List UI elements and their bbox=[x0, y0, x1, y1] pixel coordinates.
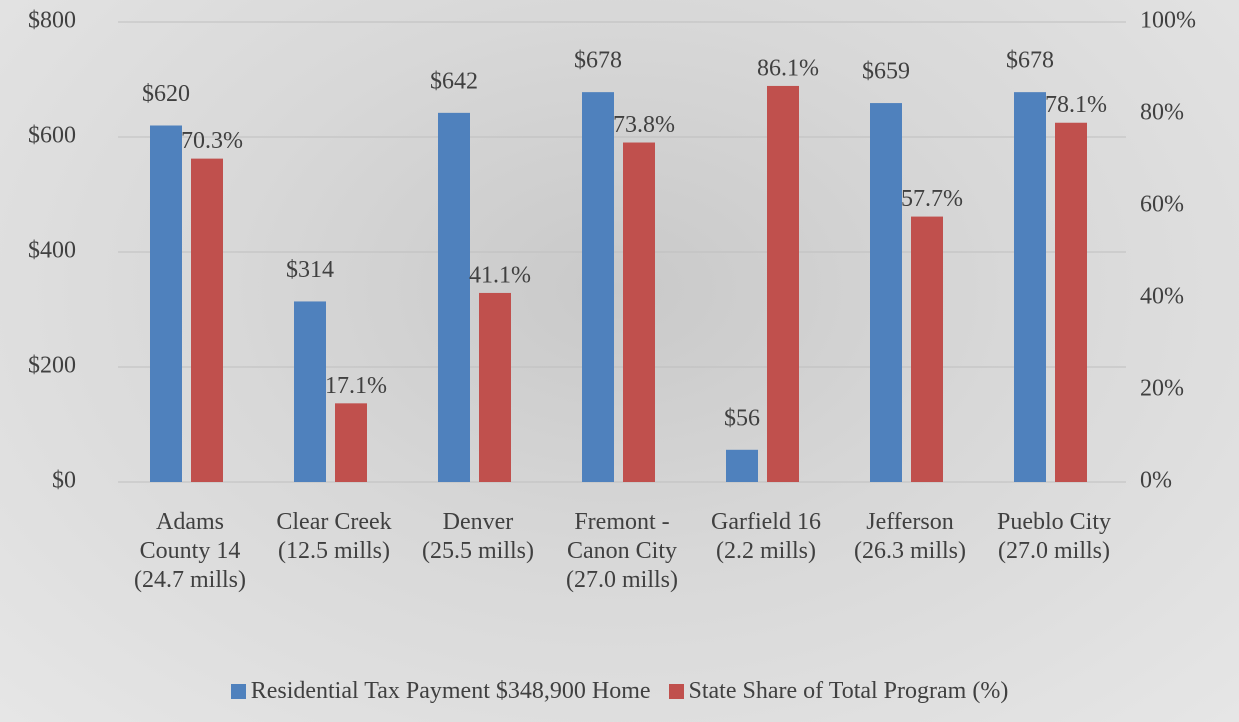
x-tick-label: Fremont - Canon City (27.0 mills) bbox=[566, 509, 678, 593]
data-label: $659 bbox=[862, 59, 910, 85]
x-tick-label: Clear Creek (12.5 mills) bbox=[276, 509, 392, 564]
y-tick-label: $400 bbox=[28, 238, 76, 264]
legend: Residential Tax Payment $348,900 Home Sta… bbox=[0, 678, 1239, 705]
bar bbox=[479, 292, 511, 482]
y2-tick-label: 100% bbox=[1140, 8, 1196, 34]
data-label: 17.1% bbox=[325, 373, 387, 399]
data-label: $620 bbox=[142, 81, 190, 107]
x-tick-label: Denver (25.5 mills) bbox=[422, 509, 534, 564]
bar bbox=[1055, 122, 1087, 483]
x-tick-label: Adams County 14 (24.7 mills) bbox=[134, 509, 246, 593]
data-label: 41.1% bbox=[469, 262, 531, 288]
legend-item: Residential Tax Payment $348,900 Home bbox=[230, 678, 651, 705]
legend-swatch bbox=[230, 684, 246, 699]
y2-tick-label: 40% bbox=[1140, 284, 1184, 310]
y2-tick-label: 60% bbox=[1140, 192, 1184, 218]
x-tick-label: Jefferson (26.3 mills) bbox=[854, 509, 966, 564]
y-tick-label: $800 bbox=[28, 8, 76, 34]
y2-tick-label: 80% bbox=[1140, 100, 1184, 126]
bar bbox=[582, 92, 614, 483]
data-label: $678 bbox=[574, 48, 622, 74]
y-tick-label: $0 bbox=[52, 468, 76, 494]
legend-swatch bbox=[668, 684, 684, 699]
legend-label: State Share of Total Program (%) bbox=[688, 678, 1009, 704]
y-tick-label: $600 bbox=[28, 123, 76, 149]
data-label: 78.1% bbox=[1045, 92, 1107, 118]
data-label: $314 bbox=[286, 257, 334, 283]
data-label: 73.8% bbox=[613, 112, 675, 138]
data-label: $56 bbox=[724, 405, 760, 431]
y-tick-label: $200 bbox=[28, 353, 76, 379]
bar bbox=[191, 158, 223, 482]
y2-tick-label: 0% bbox=[1140, 468, 1172, 494]
bar bbox=[294, 301, 326, 482]
data-label: 70.3% bbox=[181, 128, 243, 154]
bar bbox=[623, 142, 655, 482]
x-tick-label: Garfield 16 (2.2 mills) bbox=[711, 509, 821, 564]
bar bbox=[911, 216, 943, 482]
data-label: $678 bbox=[1006, 48, 1054, 74]
data-label: 86.1% bbox=[757, 55, 819, 81]
bar bbox=[870, 103, 902, 482]
legend-item: State Share of Total Program (%) bbox=[668, 678, 1009, 705]
bar bbox=[438, 112, 470, 482]
bar bbox=[767, 85, 799, 482]
legend-label: Residential Tax Payment $348,900 Home bbox=[250, 678, 651, 704]
bar bbox=[726, 449, 758, 482]
data-label: $642 bbox=[430, 68, 478, 94]
bar bbox=[150, 125, 182, 482]
bar bbox=[1014, 92, 1046, 483]
x-tick-label: Pueblo City (27.0 mills) bbox=[996, 509, 1111, 564]
data-label: 57.7% bbox=[901, 186, 963, 212]
y2-tick-label: 20% bbox=[1140, 376, 1184, 402]
bar bbox=[335, 403, 367, 482]
